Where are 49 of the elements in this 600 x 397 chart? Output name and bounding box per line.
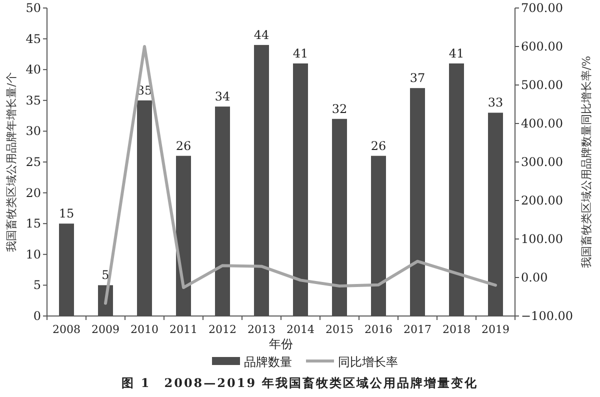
y-axis-title: 我国畜牧类区域公用品牌年增长量/个 [5,72,18,252]
y2-tick-label: 200.00 [521,194,563,208]
y2-tick-label: 500.00 [521,78,563,92]
y-tick-label: 50 [26,1,41,15]
x-tick-label: 2009 [92,323,120,336]
x-tick-label: 2012 [208,323,236,336]
y-tick-label: 5 [33,278,41,292]
data-label: 44 [254,28,270,42]
data-label: 15 [58,206,74,221]
data-label: 26 [176,138,192,153]
y-tick-label: 0 [33,309,41,323]
y-tick-label: 15 [26,216,41,231]
y-tick-label: 45 [26,32,41,46]
y-tick-label: 40 [26,62,41,77]
x-tick-label: 2014 [286,323,314,336]
data-label: 26 [370,138,386,153]
legend-label: 品牌数量 [244,355,292,369]
x-tick-label: 2018 [442,323,470,336]
data-label: 34 [214,90,230,104]
x-tick-label: 2017 [404,323,432,336]
y-tick-label: 20 [26,186,41,200]
data-label: 37 [410,71,426,86]
y2-tick-label: 100.00 [521,232,563,246]
x-tick-label: 2019 [482,323,510,336]
data-label: 32 [332,102,348,116]
y-tick-label: 35 [26,93,41,108]
x-tick-label: 2008 [52,323,80,336]
data-label: 33 [488,96,504,110]
y-tick-label: 30 [26,124,41,138]
y2-tick-label: 600.00 [521,40,563,54]
y-tick-label: 25 [26,155,41,169]
x-tick-label: 2016 [364,323,392,336]
y2-tick-label: 400.00 [521,116,563,130]
x-axis-title: 年份 [269,337,293,351]
y2-tick-label: 700.00 [521,1,563,15]
x-tick-label: 2013 [248,323,276,336]
data-label: 5 [102,268,110,282]
data-label: 41 [448,46,464,60]
y-tick-label: 10 [26,247,41,262]
text: 图 1 2008—2019 年我国畜牧类区域公用品牌增量变化 [122,376,478,390]
y2-tick-label: 0.00 [521,270,548,284]
legend-label: 同比增长率 [338,355,398,369]
y2-tick-label: −100.00 [521,309,574,323]
data-label: 41 [292,46,308,60]
y2-axis-title: 我国畜牧类区域公用品牌数量同比增长率/% [580,56,593,268]
x-tick-label: 2010 [130,323,158,336]
y2-tick-label: 300.00 [521,155,563,169]
x-tick-label: 2015 [326,323,354,336]
x-tick-label: 2011 [170,323,198,336]
